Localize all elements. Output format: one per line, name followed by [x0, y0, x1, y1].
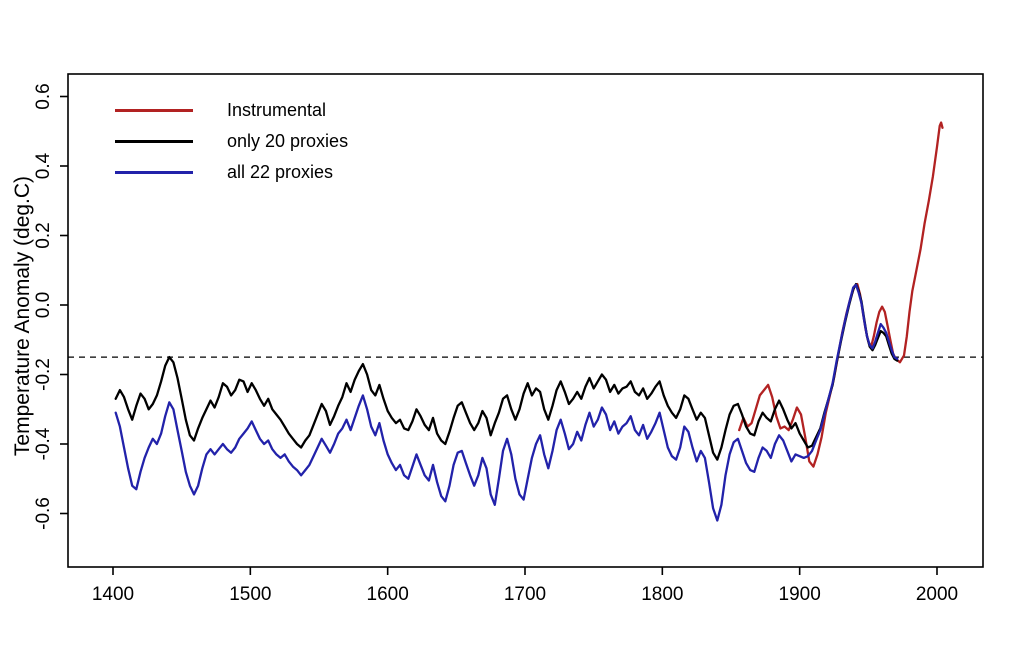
x-tick-label: 1900 [779, 584, 821, 605]
x-tick-label: 1800 [641, 584, 683, 605]
y-tick-label: -0.4 [33, 427, 54, 460]
legend-item-only-20-proxies: only 20 proxies [115, 130, 348, 152]
legend: Instrumental only 20 proxies all 22 prox… [115, 99, 348, 192]
y-tick-label: -0.6 [33, 497, 54, 530]
legend-item-label: all 22 proxies [227, 161, 334, 182]
x-tick-label: 1600 [367, 584, 409, 605]
legend-item-instrumental: Instrumental [115, 99, 348, 121]
x-tick-label: 1500 [229, 584, 271, 605]
y-tick-label: 0.0 [33, 292, 54, 318]
y-tick-label: 0.2 [33, 222, 54, 248]
series-line-all-22-proxies [114, 283, 899, 522]
x-tick-label: 1700 [504, 584, 546, 605]
legend-line-all-22-proxies-icon [115, 170, 193, 174]
legend-line-instrumental-icon [115, 108, 193, 112]
series-line-instrumental [738, 121, 944, 468]
x-tick-label: 2000 [916, 584, 958, 605]
y-axis-title: Temperature Anomaly (deg.C) [11, 175, 34, 457]
y-tick-label: -0.2 [33, 358, 54, 391]
y-tick-label: 0.4 [33, 152, 54, 179]
legend-item-all-22-proxies: all 22 proxies [115, 161, 348, 183]
x-tick-label: 1400 [92, 584, 134, 605]
series-line-only-20-proxies [114, 282, 899, 461]
legend-item-label: Instrumental [227, 99, 327, 120]
y-tick-label: 0.6 [33, 83, 54, 109]
legend-line-only-20-proxies-icon [115, 139, 193, 143]
legend-item-label: only 20 proxies [227, 130, 349, 151]
